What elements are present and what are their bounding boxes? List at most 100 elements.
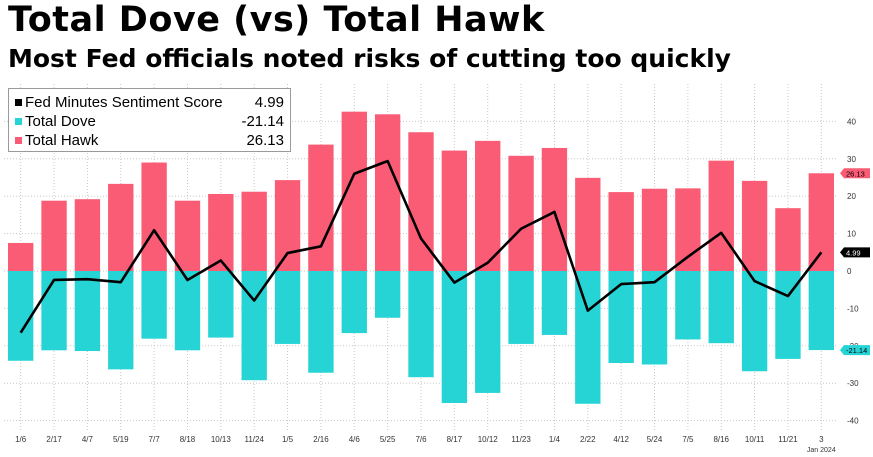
bar-dove (308, 271, 334, 373)
bar-hawk (441, 150, 468, 271)
x-tick-label: 7/5 (682, 435, 694, 444)
last-value-flag (840, 345, 870, 356)
x-tick-label: 10/11 (745, 435, 765, 444)
bar-dove (675, 271, 701, 340)
legend-value-score: 4.99 (254, 93, 284, 111)
bar-hawk (808, 173, 834, 271)
bar-hawk (508, 155, 534, 271)
chart-subtitle: Most Fed officials noted risks of cuttin… (8, 44, 731, 73)
x-tick-label: 2/17 (46, 435, 62, 444)
bar-hawk (374, 114, 401, 271)
bar-dove (408, 271, 434, 378)
bar-hawk (541, 147, 568, 271)
y-tick-label: 0 (847, 267, 852, 276)
bar-dove (74, 271, 101, 352)
x-tick-label: 8/17 (447, 435, 463, 444)
legend-swatch-hawk (15, 136, 22, 144)
y-tick-label: -40 (847, 417, 859, 426)
legend-swatch-dove (15, 117, 22, 125)
last-value-label: -21.14 (846, 346, 867, 355)
last-value-flag (840, 247, 870, 258)
legend-item-score: Fed Minutes Sentiment Score 4.99 (15, 93, 284, 111)
x-tick-label: 11/24 (244, 435, 264, 444)
bar-hawk (775, 208, 801, 271)
bar-dove (208, 271, 234, 338)
x-tick-label: 3 (819, 435, 824, 444)
legend-label-score: Fed Minutes Sentiment Score (25, 93, 223, 111)
bar-hawk (141, 162, 167, 271)
x-tick-label: 5/25 (380, 435, 396, 444)
bar-hawk (208, 193, 234, 271)
x-tick-label: 11/23 (511, 435, 531, 444)
bar-hawk (675, 188, 701, 271)
bar-dove (441, 271, 468, 404)
bar-dove (641, 271, 668, 365)
bar-dove (341, 271, 367, 334)
bar-dove (41, 271, 67, 351)
x-tick-label: 8/18 (180, 435, 196, 444)
bar-dove (174, 271, 201, 351)
x-tick-label: 5/24 (647, 435, 663, 444)
legend-label-dove: Total Dove (25, 112, 96, 130)
bar-dove (141, 271, 167, 339)
x-tick-label: 11/21 (778, 435, 798, 444)
last-value-label: 26.13 (846, 169, 865, 178)
x-tick-label: 4/6 (349, 435, 361, 444)
bar-dove (274, 271, 301, 344)
x-tick-label: 8/16 (713, 435, 729, 444)
bar-hawk (174, 200, 201, 271)
bar-dove (808, 271, 834, 351)
x-tick-label: 10/12 (478, 435, 499, 444)
bar-hawk (8, 242, 34, 271)
bar-dove (708, 271, 734, 344)
y-tick-label: 40 (847, 117, 856, 126)
bar-dove (8, 271, 34, 361)
bar-hawk (241, 191, 267, 271)
legend-item-hawk: Total Hawk 26.13 (15, 131, 284, 149)
y-tick-label: 20 (847, 192, 856, 201)
bar-hawk (308, 144, 334, 271)
legend-item-dove: Total Dove -21.14 (15, 112, 284, 130)
bar-dove (508, 271, 534, 344)
bar-dove (108, 271, 134, 370)
bar-hawk (708, 160, 734, 271)
x-tick-label: 7/7 (149, 435, 161, 444)
x-tick-label: 10/13 (211, 435, 232, 444)
x-tick-label: 2/16 (313, 435, 329, 444)
legend-swatch-score (15, 98, 22, 106)
bar-hawk (575, 177, 601, 271)
bar-hawk (641, 188, 668, 271)
bar-hawk (608, 192, 634, 271)
last-value-flag (840, 168, 870, 179)
x-tick-label: 7/6 (415, 435, 427, 444)
bar-hawk (41, 200, 67, 271)
x-tick-label: 1/5 (282, 435, 294, 444)
y-tick-label: 30 (847, 155, 856, 164)
x-tick-label: 1/6 (15, 435, 27, 444)
chart-title: Total Dove (vs) Total Hawk (8, 0, 545, 40)
legend-value-hawk: 26.13 (246, 131, 284, 149)
x-tick-label: 4/7 (82, 435, 94, 444)
y-tick-label: -30 (847, 379, 859, 388)
x-tick-label: 2/22 (580, 435, 596, 444)
bar-hawk (74, 199, 101, 271)
x-tick-label: 5/19 (113, 435, 129, 444)
bar-dove (475, 271, 501, 393)
bar-dove (741, 271, 768, 372)
bar-hawk (274, 180, 301, 271)
chart-legend: Fed Minutes Sentiment Score 4.99 Total D… (8, 88, 291, 152)
x-tick-label: 1/4 (549, 435, 561, 444)
y-tick-label: 10 (847, 230, 856, 239)
bar-dove (608, 271, 634, 364)
bar-hawk (741, 180, 768, 271)
bar-hawk (108, 183, 134, 271)
legend-value-dove: -21.14 (241, 112, 284, 130)
x-tick-sublabel: Jan 2024 (807, 447, 836, 454)
y-tick-label: -10 (847, 304, 859, 313)
legend-label-hawk: Total Hawk (25, 131, 99, 149)
bar-hawk (475, 140, 501, 271)
last-value-label: 4.99 (846, 248, 861, 257)
bar-dove (541, 271, 568, 335)
bar-dove (575, 271, 601, 404)
